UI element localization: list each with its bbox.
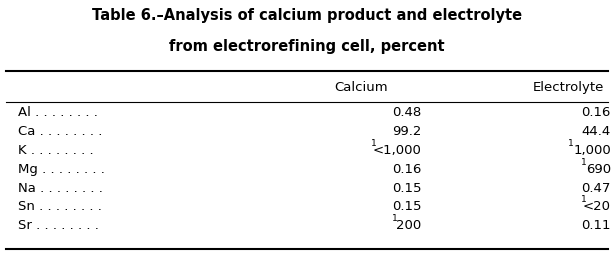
Text: Ca . . . . . . . .: Ca . . . . . . . .: [18, 125, 103, 138]
Text: 0.15: 0.15: [392, 200, 421, 213]
Text: 690: 690: [586, 163, 611, 176]
Text: 200: 200: [396, 219, 421, 232]
Text: 0.47: 0.47: [581, 182, 611, 195]
Text: 1: 1: [581, 158, 587, 167]
Text: from electrorefining cell, percent: from electrorefining cell, percent: [169, 39, 445, 54]
Text: Table 6.–Analysis of calcium product and electrolyte: Table 6.–Analysis of calcium product and…: [92, 8, 522, 23]
Text: 1: 1: [392, 214, 397, 223]
Text: 0.15: 0.15: [392, 182, 421, 195]
Text: 44.4: 44.4: [581, 125, 611, 138]
Text: Sr . . . . . . . .: Sr . . . . . . . .: [18, 219, 99, 232]
Text: <20: <20: [583, 200, 611, 213]
Text: Calcium: Calcium: [335, 81, 388, 94]
Text: 1: 1: [371, 139, 377, 148]
Text: Al . . . . . . . .: Al . . . . . . . .: [18, 106, 98, 119]
Text: Sn . . . . . . . .: Sn . . . . . . . .: [18, 200, 102, 213]
Text: Electrolyte: Electrolyte: [533, 81, 604, 94]
Text: 0.11: 0.11: [581, 219, 611, 232]
Text: Mg . . . . . . . .: Mg . . . . . . . .: [18, 163, 105, 176]
Text: K . . . . . . . .: K . . . . . . . .: [18, 144, 94, 157]
Text: 1: 1: [567, 139, 573, 148]
Text: 1: 1: [581, 196, 587, 204]
Text: 0.48: 0.48: [392, 106, 421, 119]
Text: 99.2: 99.2: [392, 125, 421, 138]
Text: 1,000: 1,000: [573, 144, 611, 157]
Text: 0.16: 0.16: [581, 106, 611, 119]
Text: Na . . . . . . . .: Na . . . . . . . .: [18, 182, 103, 195]
Text: 0.16: 0.16: [392, 163, 421, 176]
Text: <1,000: <1,000: [373, 144, 421, 157]
